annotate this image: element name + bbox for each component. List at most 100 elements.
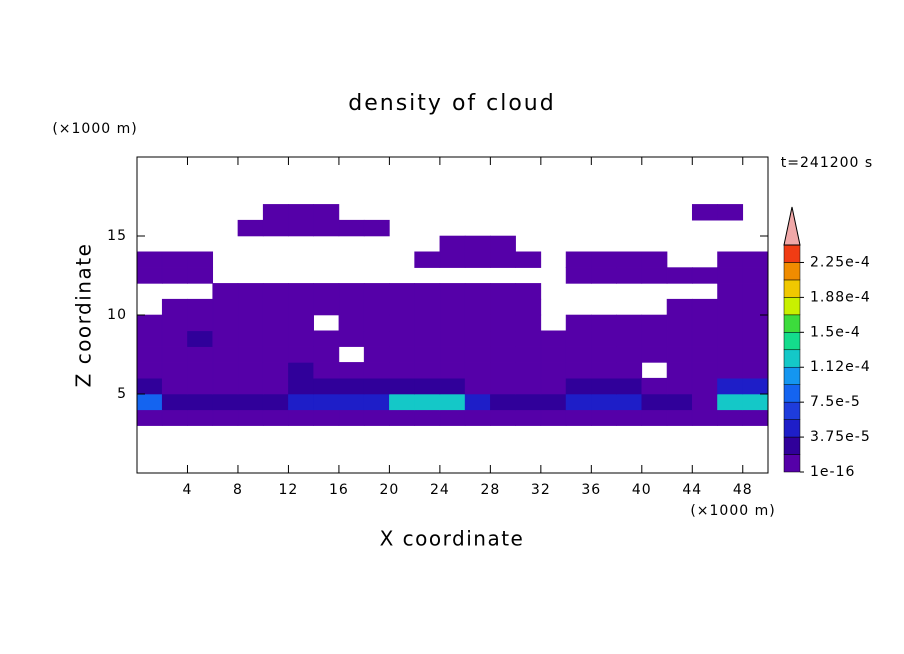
contour-cell [338, 362, 365, 379]
contour-cell [288, 204, 314, 221]
colorbar-tick-label: 3.75e-5 [810, 429, 871, 445]
contour-cell [691, 409, 718, 426]
contour-cell [161, 362, 188, 379]
contour-cell [237, 219, 264, 237]
contour-cell [414, 409, 441, 426]
contour-cell [717, 409, 744, 426]
contour-cell [717, 267, 744, 284]
contour-cell [666, 267, 693, 284]
contour-cell [565, 346, 592, 363]
contour-cell [616, 267, 643, 284]
contour-cell [237, 409, 264, 426]
contour-cell [363, 362, 390, 379]
contour-cell [161, 267, 188, 284]
contour-cell [313, 283, 340, 300]
contour-cell [313, 204, 340, 221]
contour-cell [641, 330, 668, 347]
contour-cell [490, 251, 516, 268]
contour-cell [565, 267, 592, 284]
colorbar-band [783, 314, 801, 333]
contour-cell [414, 377, 441, 395]
contour-cell [338, 219, 365, 237]
contour-cell [414, 362, 441, 379]
contour-cell [439, 393, 466, 411]
contour-cell [691, 298, 718, 316]
contour-cell [313, 409, 340, 426]
contour-cell [717, 346, 744, 363]
contour-cell [717, 283, 744, 300]
contour-cell [490, 393, 516, 411]
contour-cell [414, 298, 441, 316]
contour-cell [136, 314, 163, 332]
contour-cell [212, 377, 239, 395]
contour-cell [187, 251, 214, 268]
contour-cell [313, 377, 340, 395]
contour-cell [591, 377, 617, 395]
x-tick-label: 44 [682, 482, 702, 498]
x-tick-label: 36 [581, 482, 601, 498]
colorbar-band [783, 297, 801, 316]
contour-cell [742, 346, 769, 363]
contour-cell [742, 283, 769, 300]
contour-cell [666, 377, 693, 395]
contour-cell [717, 330, 744, 347]
contour-cell [313, 346, 340, 363]
y-tick-label: 10 [107, 307, 127, 323]
contour-cell [136, 346, 163, 363]
contour-cell [136, 267, 163, 284]
contour-cell [464, 283, 491, 300]
contour-cell [288, 330, 314, 347]
contour-cell [414, 346, 441, 363]
contour-cell [212, 409, 239, 426]
contour-cell [591, 362, 617, 379]
contour-cell [515, 283, 542, 300]
contour-cell [161, 409, 188, 426]
contour-cell [414, 393, 441, 411]
contour-cell [666, 393, 693, 411]
contour-cell [515, 409, 542, 426]
contour-cell [616, 409, 643, 426]
contour-cell [464, 362, 491, 379]
contour-cell [717, 362, 744, 379]
contour-cell [439, 377, 466, 395]
colorbar-band [783, 401, 801, 420]
contour-cell [414, 251, 441, 268]
contour-cell [515, 377, 542, 395]
contour-cell [591, 314, 617, 332]
contour-cell [262, 346, 289, 363]
contour-cell [565, 251, 592, 268]
contour-cell [717, 393, 744, 411]
contour-cell [262, 314, 289, 332]
contour-cell [288, 314, 314, 332]
contour-cell [136, 377, 163, 395]
contour-cell [237, 283, 264, 300]
contour-cell [363, 346, 390, 363]
contour-cell [439, 362, 466, 379]
contour-cell [262, 393, 289, 411]
contour-cell [363, 298, 390, 316]
contour-cell [515, 346, 542, 363]
contour-cell [439, 346, 466, 363]
contour-cell [490, 409, 516, 426]
contour-cell [591, 251, 617, 268]
contour-cell [591, 330, 617, 347]
contour-cell [414, 314, 441, 332]
x-tick-label: 4 [183, 482, 193, 498]
contour-cell [262, 409, 289, 426]
contour-cell [363, 393, 390, 411]
contour-cell [439, 251, 466, 268]
contour-cell [313, 362, 340, 379]
contour-cell [136, 409, 163, 426]
contour-cell [515, 393, 542, 411]
contour-cell [262, 283, 289, 300]
colorbar-tick-label: 1.12e-4 [810, 359, 871, 375]
contour-cell [591, 267, 617, 284]
contour-cell [414, 283, 441, 300]
contour-cell [414, 330, 441, 347]
x-tick-label: 24 [430, 482, 450, 498]
contour-cell [338, 298, 365, 316]
contour-cell [616, 362, 643, 379]
contour-cell [691, 204, 718, 221]
contour-cell [717, 314, 744, 332]
contour-cell [540, 377, 567, 395]
